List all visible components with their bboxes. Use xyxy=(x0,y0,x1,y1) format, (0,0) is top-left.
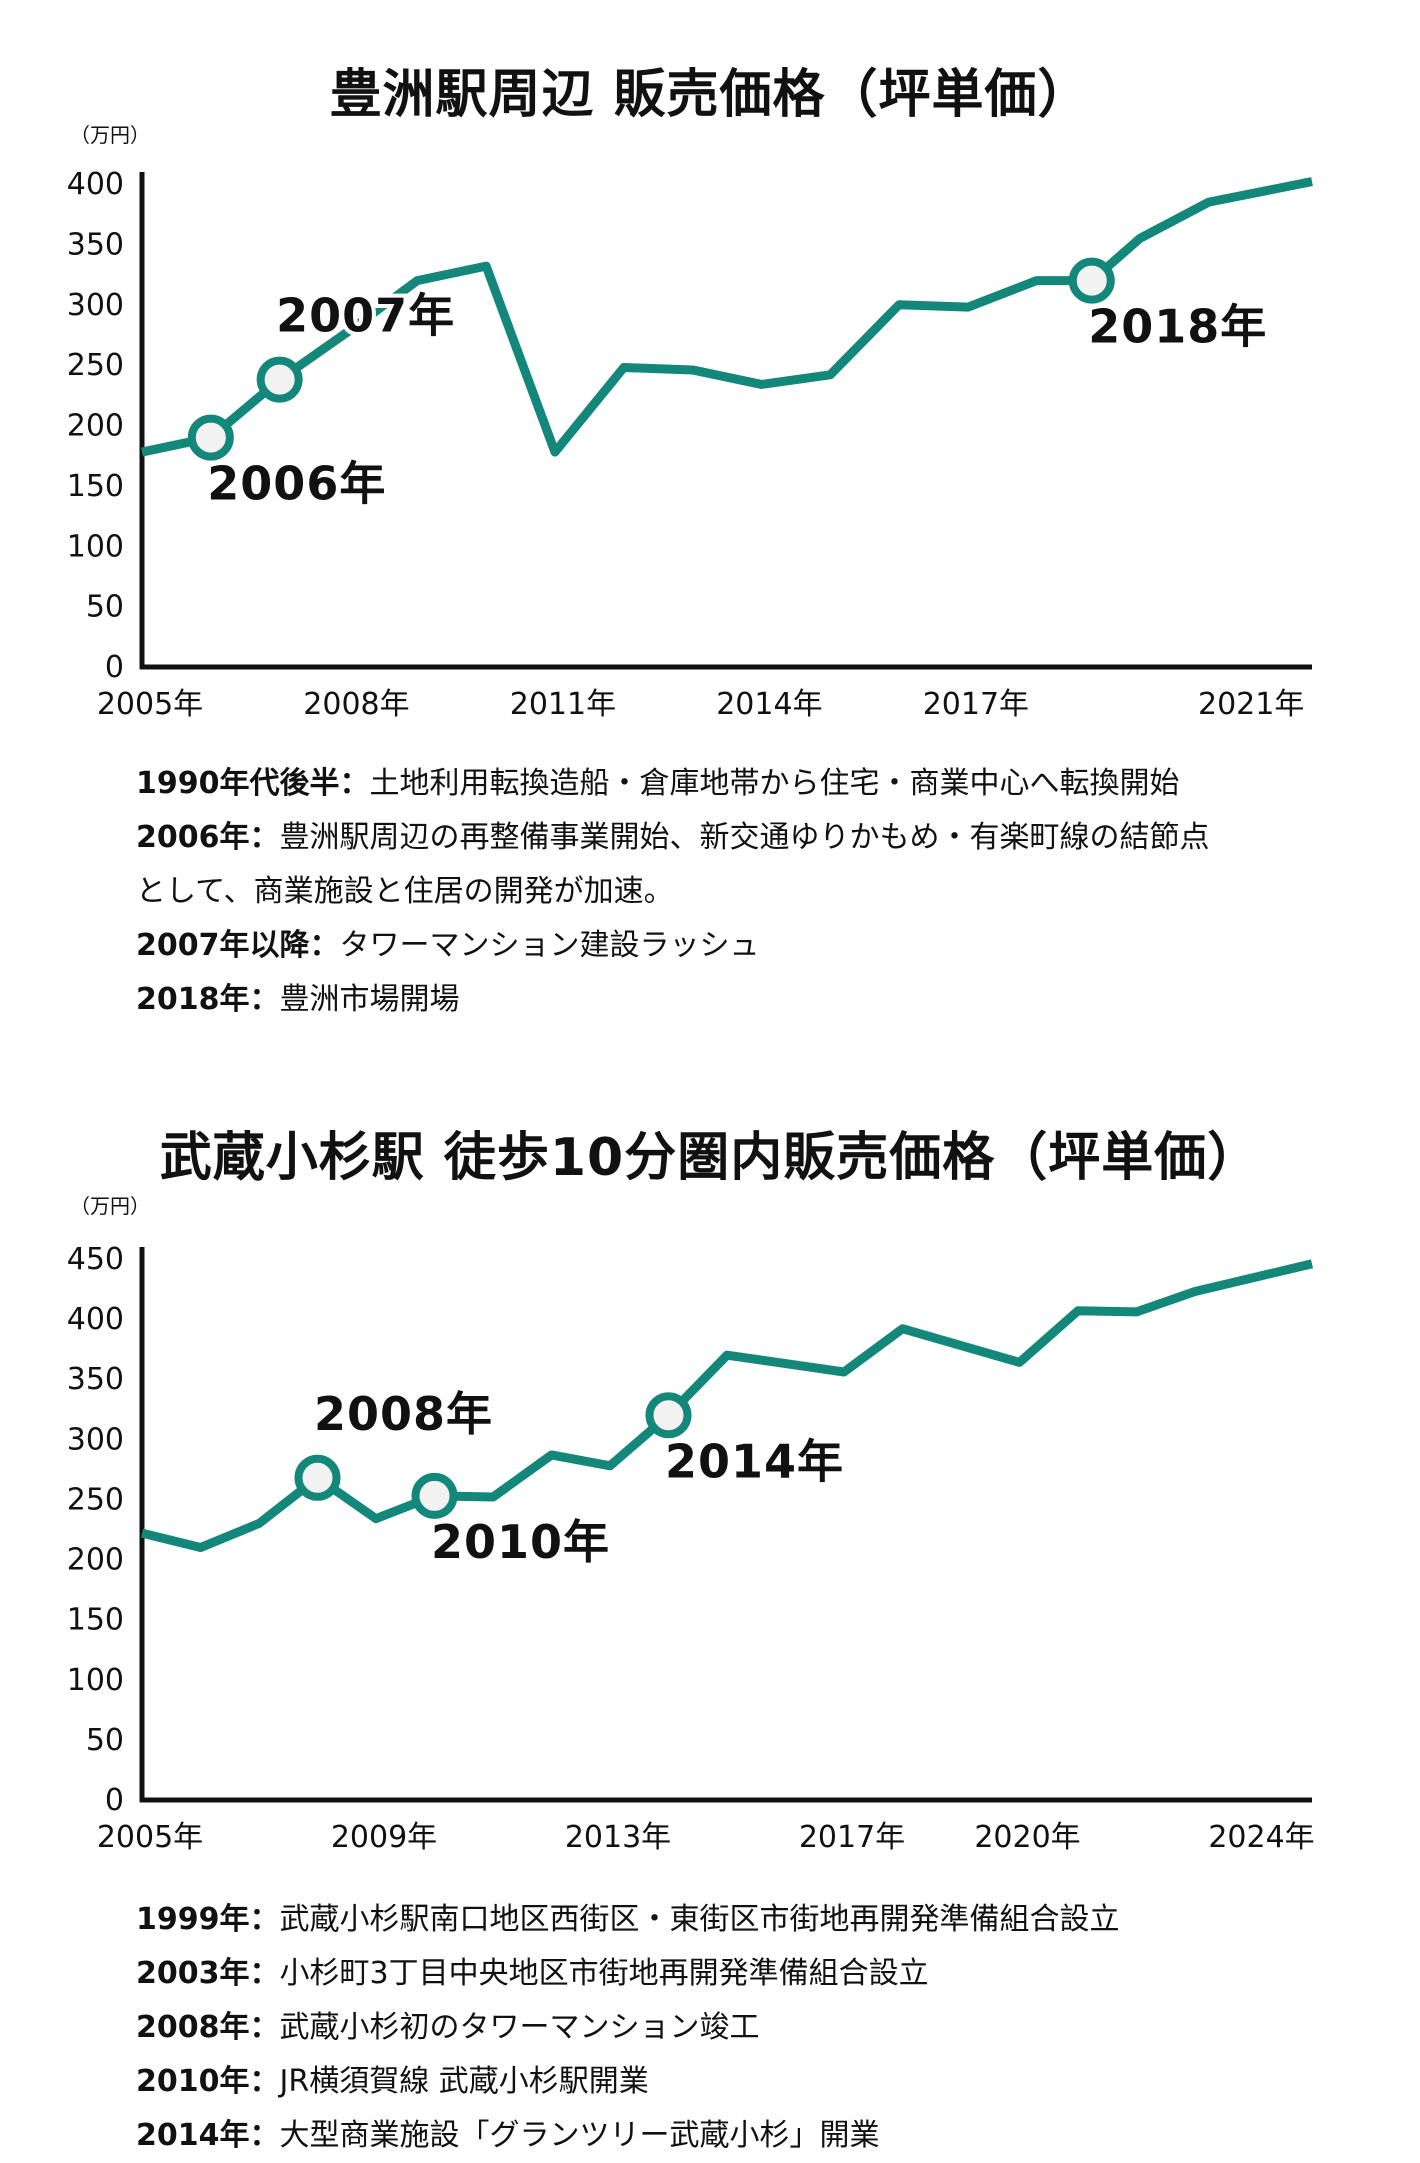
marker-label: 2008年 xyxy=(314,1387,493,1441)
note-label: 2014年： xyxy=(136,2118,280,2153)
data-marker xyxy=(1068,257,1115,304)
y-tick-label: 350 xyxy=(67,1362,124,1397)
y-tick-label: 0 xyxy=(105,650,124,685)
marker-label: 2018年 xyxy=(1088,300,1267,354)
note-item: 2006年：豊洲駅周辺の再整備事業開始、新交通ゆりかもめ・有楽町線の結節点 xyxy=(136,811,1356,865)
note-item: 1990年代後半：土地利用転換造船・倉庫地帯から住宅・商業中心へ転換開始 xyxy=(136,757,1356,811)
note-label: 2008年： xyxy=(136,2010,280,2045)
y-tick-label: 250 xyxy=(67,348,124,383)
x-tick-label: 2021年 xyxy=(1198,687,1304,722)
data-marker xyxy=(256,356,303,403)
note-text: 大型商業施設「グランツリー武蔵小杉」開業 xyxy=(279,2118,880,2153)
y-tick-label: 0 xyxy=(105,1783,124,1818)
data-marker xyxy=(411,1472,458,1519)
note-label: 1999年： xyxy=(136,1902,280,1937)
chart-panel-musashikosugi: 武蔵小杉駅 徒歩10分圏内販売価格（坪単価） （万円） 0 50 100 150 200 2… xyxy=(0,1050,1420,2153)
data-marker xyxy=(645,1392,692,1439)
chart-panel-toyosu: 豊洲駅周辺 販売価格（坪単価） （万円） 0 50 100 150 200 250 300 35… xyxy=(0,0,1420,1050)
note-label: 2007年以降： xyxy=(136,928,340,963)
x-tick-label: 2005年 xyxy=(97,1820,203,1855)
x-tick-label: 2014年 xyxy=(716,687,822,722)
data-marker xyxy=(294,1454,341,1501)
note-text: 豊洲駅周辺の再整備事業開始、新交通ゆりかもめ・有楽町線の結節点 xyxy=(279,820,1210,855)
marker-label: 2007年 xyxy=(276,289,455,343)
note-item: として、商業施設と住居の開発が加速。 xyxy=(136,865,1356,919)
chart-title: 豊洲駅周辺 販売価格（坪単価） xyxy=(329,65,1091,125)
y-tick-label: 400 xyxy=(67,1302,124,1337)
marker-label: 2010年 xyxy=(431,1515,610,1569)
x-tick-label: 2013年 xyxy=(565,1820,671,1855)
notes-toyosu: 1990年代後半：土地利用転換造船・倉庫地帯から住宅・商業中心へ転換開始 2006… xyxy=(136,757,1356,1027)
x-tick-label: 2020年 xyxy=(974,1820,1080,1855)
note-text: 土地利用転換造船・倉庫地帯から住宅・商業中心へ転換開始 xyxy=(369,766,1180,801)
note-item: 2010年：JR横須賀線 武蔵小杉駅開業 xyxy=(136,2055,1356,2109)
note-text: 豊洲市場開場 xyxy=(279,982,460,1017)
x-tick-label: 2005年 xyxy=(97,687,203,722)
chart-title: 武蔵小杉駅 徒歩10分圏内販売価格（坪単価） xyxy=(159,1128,1261,1188)
note-item: 2007年以降：タワーマンション建設ラッシュ xyxy=(136,919,1356,973)
note-text: 小杉町3丁目中央地区市街地再開発準備組合設立 xyxy=(279,1956,929,1991)
unit-label: （万円） xyxy=(70,123,150,147)
line-chart-musashikosugi: （万円） 0 50 100 150 200 250 300 350 400 450 2005年 2009… xyxy=(67,1194,1315,1855)
note-label: 2003年： xyxy=(136,1956,280,1991)
y-tick-label: 100 xyxy=(67,529,124,564)
note-text: 武蔵小杉駅南口地区西街区・東街区市街地再開発準備組合設立 xyxy=(279,1902,1120,1937)
marker-label: 2014年 xyxy=(665,1434,844,1488)
y-tick-label: 350 xyxy=(67,227,124,262)
note-item: 2008年：武蔵小杉初のタワーマンション竣工 xyxy=(136,2001,1356,2055)
y-tick-label: 300 xyxy=(67,1422,124,1457)
y-tick-label: 450 xyxy=(67,1242,124,1277)
note-text: タワーマンション建設ラッシュ xyxy=(339,928,760,963)
note-item: 2003年：小杉町3丁目中央地区市街地再開発準備組合設立 xyxy=(136,1947,1356,2001)
y-tick-label: 200 xyxy=(67,409,124,444)
y-tick-label: 300 xyxy=(67,288,124,323)
note-label: 1990年代後半： xyxy=(136,766,370,801)
y-tick-label: 50 xyxy=(86,590,124,625)
y-tick-label: 150 xyxy=(67,469,124,504)
x-tick-label: 2008年 xyxy=(303,687,409,722)
x-tick-label: 2017年 xyxy=(923,687,1029,722)
x-tick-label: 2009年 xyxy=(331,1820,437,1855)
data-marker xyxy=(187,414,234,461)
y-tick-label: 50 xyxy=(86,1723,124,1758)
note-item: 2018年：豊洲市場開場 xyxy=(136,973,1356,1027)
x-tick-label: 2024年 xyxy=(1208,1820,1314,1855)
note-label: 2018年： xyxy=(136,982,280,1017)
unit-label: （万円） xyxy=(70,1194,150,1218)
y-tick-label: 150 xyxy=(67,1603,124,1638)
y-tick-label: 250 xyxy=(67,1482,124,1517)
x-tick-label: 2011年 xyxy=(510,687,616,722)
note-text: JR横須賀線 武蔵小杉駅開業 xyxy=(279,2064,649,2099)
note-item: 1999年：武蔵小杉駅南口地区西街区・東街区市街地再開発準備組合設立 xyxy=(136,1893,1356,1947)
line-chart-toyosu: （万円） 0 50 100 150 200 250 300 350 400 2005年 2008年 20… xyxy=(67,123,1313,722)
marker-label: 2006年 xyxy=(207,457,386,511)
notes-musashikosugi: 1999年：武蔵小杉駅南口地区西街区・東街区市街地再開発準備組合設立 2003年：… xyxy=(136,1893,1356,2163)
note-label: 2006年： xyxy=(136,820,280,855)
y-tick-label: 400 xyxy=(67,167,124,202)
note-label: 2010年： xyxy=(136,2064,280,2099)
note-text: 武蔵小杉初のタワーマンション竣工 xyxy=(279,2010,760,2045)
y-tick-label: 200 xyxy=(67,1543,124,1578)
note-text: として、商業施設と住居の開発が加速。 xyxy=(136,874,674,909)
y-tick-label: 100 xyxy=(67,1663,124,1698)
x-tick-label: 2017年 xyxy=(799,1820,905,1855)
note-item: 2014年：大型商業施設「グランツリー武蔵小杉」開業 xyxy=(136,2109,1356,2163)
